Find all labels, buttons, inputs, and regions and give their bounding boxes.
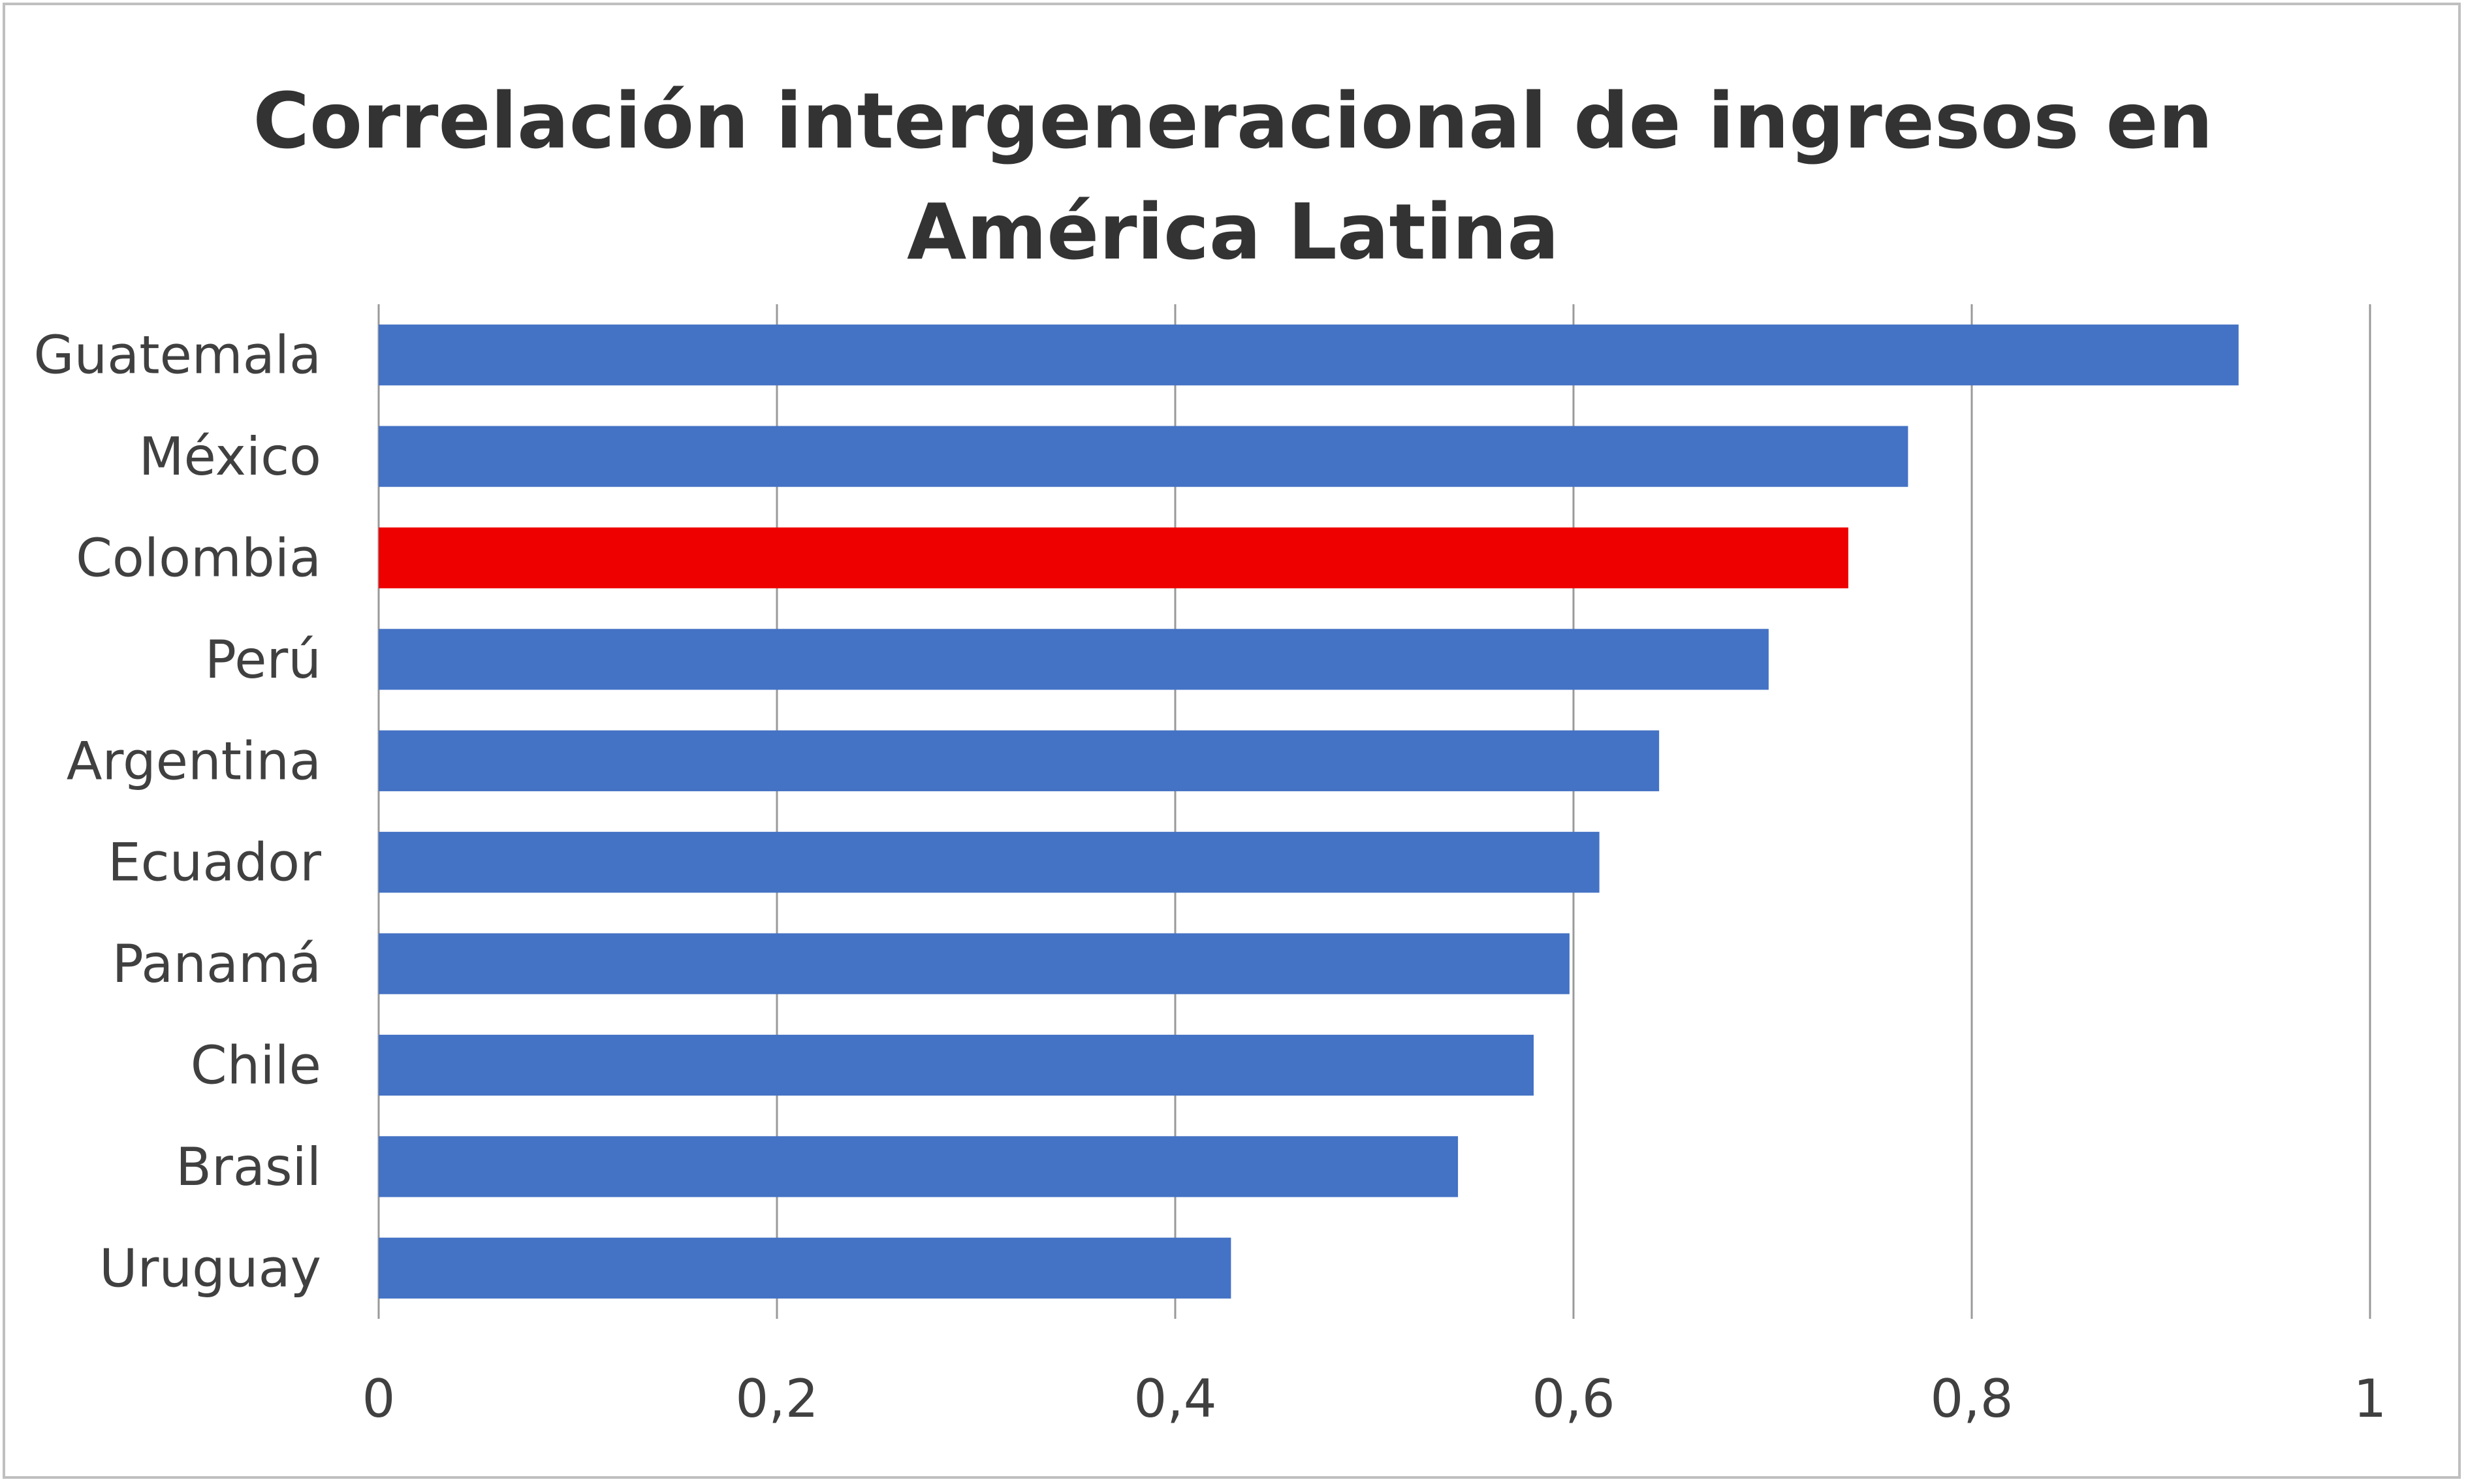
category-label: Panamá (112, 934, 321, 994)
category-label: México (139, 426, 321, 487)
x-tick-label: 0,6 (1532, 1368, 1615, 1429)
bar (379, 933, 1570, 994)
category-label: Chile (191, 1035, 321, 1096)
bars (379, 324, 2239, 1299)
category-label: Perú (205, 629, 321, 690)
x-tick-labels: 0 0,2 0,4 0,6 0,8 1 (362, 1368, 2387, 1429)
category-labels: Guatemala México Colombia Perú Argentina Ecua… (33, 325, 321, 1299)
chart-title-line-2: América Latina (907, 187, 1559, 277)
chart-title: Correlación intergeneracional de ingreso… (0, 65, 2466, 287)
bar (379, 1034, 1534, 1096)
bar (379, 527, 1848, 589)
bar (379, 1136, 1459, 1197)
x-tick-label: 1 (2354, 1368, 2387, 1429)
x-tick-label: 0,8 (1930, 1368, 2013, 1429)
bar (379, 1237, 1231, 1299)
category-label: Uruguay (99, 1238, 321, 1299)
chart-title-line-1: Correlación intergeneracional de ingreso… (253, 76, 2213, 166)
x-tick-label: 0,2 (735, 1368, 818, 1429)
x-tick-label: 0,4 (1133, 1368, 1216, 1429)
category-label: Ecuador (108, 832, 321, 893)
category-label: Argentina (67, 731, 321, 791)
category-label: Brasil (176, 1137, 321, 1197)
bar (379, 629, 1769, 690)
bar (379, 832, 1600, 893)
bar (379, 426, 1908, 487)
category-label: Guatemala (33, 325, 321, 386)
x-tick-label: 0 (362, 1368, 396, 1429)
bar (379, 730, 1660, 791)
bar (379, 324, 2239, 386)
category-label: Colombia (76, 528, 321, 589)
